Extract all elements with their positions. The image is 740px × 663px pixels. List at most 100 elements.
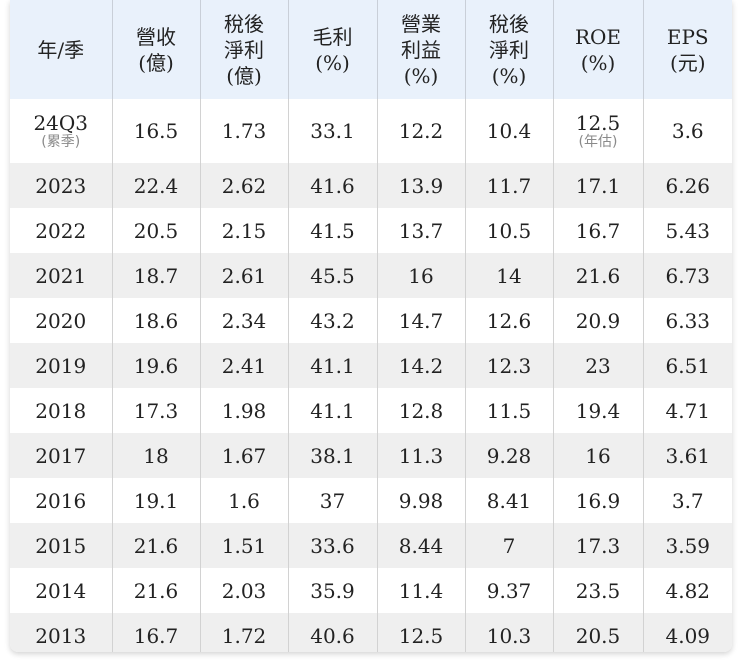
cell-eps: 3.7 bbox=[643, 478, 732, 523]
cell-roe: 20.9 bbox=[553, 298, 644, 343]
cell-revenue: 19.6 bbox=[112, 343, 201, 388]
header-line: 毛利 bbox=[312, 24, 353, 49]
cell-year: 2019 bbox=[10, 343, 113, 388]
cell-year-note: (累季) bbox=[41, 134, 81, 150]
cell-gross-margin: 35.9 bbox=[288, 568, 378, 613]
cell-roe: 21.6 bbox=[553, 253, 644, 298]
cell-eps: 4.82 bbox=[643, 568, 732, 613]
cell-roe: 17.3 bbox=[553, 523, 644, 568]
cell-roe: 16 bbox=[553, 433, 644, 478]
cell-net-income: 2.15 bbox=[200, 208, 289, 253]
header-line: (%) bbox=[580, 50, 616, 75]
header-line: 營收 bbox=[136, 24, 176, 49]
cell-net-income: 2.03 bbox=[200, 568, 289, 613]
cell-eps: 3.6 bbox=[643, 99, 732, 163]
header-line: 淨利 bbox=[489, 37, 529, 62]
table-row: 2020 18.6 2.34 43.2 14.7 12.6 20.9 6.33 bbox=[10, 298, 732, 343]
table-row: 2014 21.6 2.03 35.9 11.4 9.37 23.5 4.82 bbox=[10, 568, 732, 613]
table-row: 2017 18 1.67 38.1 11.3 9.28 16 3.61 bbox=[10, 433, 732, 478]
cell-eps: 6.33 bbox=[643, 298, 732, 343]
cell-eps: 6.26 bbox=[643, 163, 732, 208]
header-line: 利益 bbox=[401, 37, 441, 62]
cell-roe-note: (年估) bbox=[578, 134, 618, 150]
cell-year: 2013 bbox=[10, 613, 113, 652]
cell-year: 2021 bbox=[10, 253, 113, 298]
cell-revenue: 21.6 bbox=[112, 523, 201, 568]
cell-gross-margin: 41.6 bbox=[288, 163, 378, 208]
cell-eps: 4.09 bbox=[643, 613, 732, 652]
cell-operating-margin: 8.44 bbox=[377, 523, 466, 568]
table-row: 2019 19.6 2.41 41.1 14.2 12.3 23 6.51 bbox=[10, 343, 732, 388]
table-row: 2016 19.1 1.6 37 9.98 8.41 16.9 3.7 bbox=[10, 478, 732, 523]
cell-year-value: 24Q3 bbox=[33, 111, 89, 135]
header-line: 稅後 bbox=[489, 11, 529, 36]
cell-operating-margin: 12.2 bbox=[377, 99, 466, 163]
cell-roe: 16.7 bbox=[553, 208, 644, 253]
table-body: 24Q3 (累季) 16.5 1.73 33.1 12.2 10.4 12.5 … bbox=[10, 99, 732, 652]
cell-eps: 4.71 bbox=[643, 388, 732, 433]
cell-operating-margin: 14.7 bbox=[377, 298, 466, 343]
cell-year: 2015 bbox=[10, 523, 113, 568]
cell-year: 2020 bbox=[10, 298, 113, 343]
header-line: (%) bbox=[403, 63, 439, 88]
cell-year: 2023 bbox=[10, 163, 113, 208]
cell-roe: 23 bbox=[553, 343, 644, 388]
cell-net-margin: 10.4 bbox=[465, 99, 554, 163]
cell-gross-margin: 33.6 bbox=[288, 523, 378, 568]
cell-year: 2016 bbox=[10, 478, 113, 523]
cell-year: 2017 bbox=[10, 433, 113, 478]
cell-eps: 5.43 bbox=[643, 208, 732, 253]
cell-net-margin: 10.5 bbox=[465, 208, 554, 253]
cell-net-income: 2.41 bbox=[200, 343, 289, 388]
cell-revenue: 18.6 bbox=[112, 298, 201, 343]
cell-operating-margin: 16 bbox=[377, 253, 466, 298]
cell-gross-margin: 43.2 bbox=[288, 298, 378, 343]
table-row: 2018 17.3 1.98 41.1 12.8 11.5 19.4 4.71 bbox=[10, 388, 732, 433]
cell-roe: 16.9 bbox=[553, 478, 644, 523]
table-row: 2013 16.7 1.72 40.6 12.5 10.3 20.5 4.09 bbox=[10, 613, 732, 652]
header-line: ROE bbox=[574, 24, 622, 49]
cell-year: 24Q3 (累季) bbox=[10, 99, 113, 163]
cell-operating-margin: 12.8 bbox=[377, 388, 466, 433]
table-header: 年/季 營收 (億) 稅後 淨利 (億) 毛利 (%) 營業 利益 (%) 稅後 淨利 (%) ROE (%)… bbox=[10, 0, 732, 99]
cell-operating-margin: 13.7 bbox=[377, 208, 466, 253]
cell-net-income: 1.67 bbox=[200, 433, 289, 478]
cell-gross-margin: 45.5 bbox=[288, 253, 378, 298]
cell-net-income: 2.61 bbox=[200, 253, 289, 298]
cell-operating-margin: 9.98 bbox=[377, 478, 466, 523]
header-eps: EPS (元) bbox=[643, 0, 732, 99]
cell-net-margin: 14 bbox=[465, 253, 554, 298]
financial-table: 年/季 營收 (億) 稅後 淨利 (億) 毛利 (%) 營業 利益 (%) 稅後 淨利 (%) ROE (%)… bbox=[10, 0, 732, 652]
table-row-latest: 24Q3 (累季) 16.5 1.73 33.1 12.2 10.4 12.5 … bbox=[10, 99, 732, 163]
cell-revenue: 16.7 bbox=[112, 613, 201, 652]
cell-gross-margin: 40.6 bbox=[288, 613, 378, 652]
header-line: (%) bbox=[491, 63, 527, 88]
cell-net-margin: 7 bbox=[465, 523, 554, 568]
header-line: (億) bbox=[226, 63, 262, 88]
cell-gross-margin: 41.1 bbox=[288, 343, 378, 388]
cell-gross-margin: 37 bbox=[288, 478, 378, 523]
header-roe: ROE (%) bbox=[553, 0, 644, 99]
cell-year: 2018 bbox=[10, 388, 113, 433]
table-row: 2021 18.7 2.61 45.5 16 14 21.6 6.73 bbox=[10, 253, 732, 298]
cell-revenue: 21.6 bbox=[112, 568, 201, 613]
cell-net-income: 1.6 bbox=[200, 478, 289, 523]
cell-net-income: 1.72 bbox=[200, 613, 289, 652]
cell-eps: 3.59 bbox=[643, 523, 732, 568]
header-line: 淨利 bbox=[224, 37, 264, 62]
header-gross-margin: 毛利 (%) bbox=[288, 0, 378, 99]
cell-net-income: 2.34 bbox=[200, 298, 289, 343]
cell-revenue: 20.5 bbox=[112, 208, 201, 253]
cell-gross-margin: 38.1 bbox=[288, 433, 378, 478]
cell-net-margin: 12.3 bbox=[465, 343, 554, 388]
cell-eps: 3.61 bbox=[643, 433, 732, 478]
header-line: (元) bbox=[669, 50, 706, 75]
cell-operating-margin: 11.4 bbox=[377, 568, 466, 613]
financial-table-card: 年/季 營收 (億) 稅後 淨利 (億) 毛利 (%) 營業 利益 (%) 稅後 淨利 (%) ROE (%)… bbox=[10, 0, 732, 652]
cell-roe: 20.5 bbox=[553, 613, 644, 652]
cell-year: 2022 bbox=[10, 208, 113, 253]
table-row: 2023 22.4 2.62 41.6 13.9 11.7 17.1 6.26 bbox=[10, 163, 732, 208]
cell-net-income: 1.73 bbox=[200, 99, 289, 163]
header-row: 年/季 營收 (億) 稅後 淨利 (億) 毛利 (%) 營業 利益 (%) 稅後 淨利 (%) ROE (%)… bbox=[10, 0, 732, 99]
header-net-income: 稅後 淨利 (億) bbox=[200, 0, 289, 99]
